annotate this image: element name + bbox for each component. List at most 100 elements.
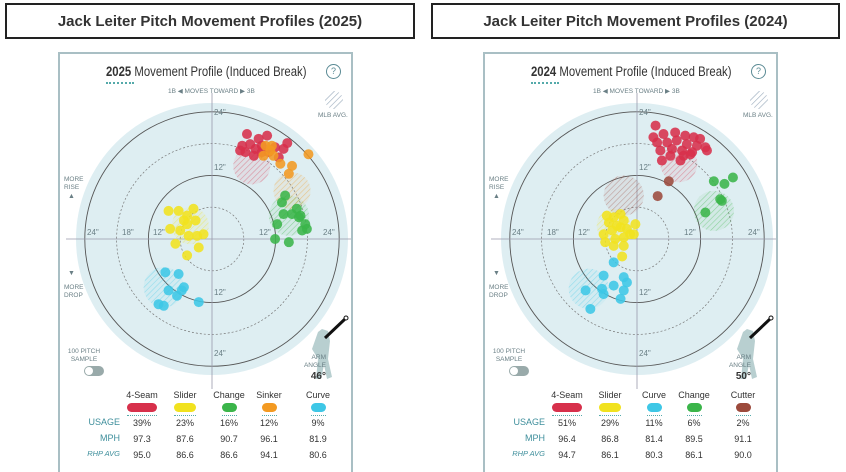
help-icon[interactable]: ? [751, 64, 766, 79]
pitch-point-slider [628, 229, 639, 240]
movement-plot [491, 91, 776, 389]
usage-value: 23% [175, 418, 194, 428]
row-label-usage: USAGE [88, 417, 120, 427]
pitch-point-slider [188, 203, 199, 214]
panel-year: 2025 [106, 64, 132, 79]
sample-toggle[interactable] [84, 366, 104, 376]
pitch-name: Change [213, 390, 245, 400]
mlb-avg-label: MLB AVG. [743, 112, 773, 119]
pitch-point-4-seam [665, 150, 676, 161]
help-icon[interactable]: ? [326, 64, 341, 79]
mph-value: 96.4 [558, 434, 576, 444]
pitch-point-curve [618, 285, 629, 296]
swatch-underline [261, 415, 277, 416]
swatch-underline [735, 415, 751, 416]
sample-label: 100 PITCH SAMPLE [492, 348, 526, 363]
pitch-point-change [716, 195, 727, 206]
arm-angle-value: 46° [310, 371, 326, 382]
mph-value: 81.4 [645, 434, 663, 444]
pitch-point-4-seam [701, 145, 712, 156]
pitch-point-slider [178, 215, 189, 226]
pitcher-figure [312, 315, 349, 379]
pitch-point-curve [598, 289, 609, 300]
pitch-name: Change [678, 390, 710, 400]
pitch-point-slider [603, 217, 614, 228]
pitch-point-change [719, 178, 730, 189]
pitch-point-sinker [287, 160, 298, 171]
pitch-color-swatch [599, 403, 621, 412]
pitch-point-4-seam [262, 130, 273, 141]
pitch-point-change [293, 212, 304, 223]
pitch-point-curve [158, 300, 169, 311]
swatch-underline [310, 415, 326, 416]
row-label-mph: MPH [525, 433, 545, 443]
rhp-avg-value: 86.6 [220, 450, 238, 460]
pitch-point-cutter [652, 191, 663, 202]
pitch-point-slider [170, 238, 181, 249]
arm-angle-value: 50° [735, 371, 751, 382]
rhp-avg-value: 94.7 [558, 450, 576, 460]
panel-title: 2024 Movement Profile (Induced Break) [531, 64, 731, 79]
title-underline [531, 82, 559, 84]
mlb-avg-legend-icon [325, 91, 343, 109]
pitch-point-4-seam [248, 150, 259, 161]
arm-angle-label: ARM ANGLE [303, 354, 326, 369]
pitch-color-swatch [261, 403, 277, 412]
pitch-point-slider [618, 232, 629, 243]
sample-toggle[interactable] [509, 366, 529, 376]
panel-year: 2024 [531, 64, 557, 79]
usage-value: 51% [557, 418, 576, 428]
pitch-point-change [708, 176, 719, 187]
pitch-point-slider [615, 222, 626, 233]
pitch-color-swatch [127, 403, 157, 412]
pitch-point-4-seam [685, 149, 696, 160]
mph-value: 89.5 [685, 434, 703, 444]
pitch-color-swatch [310, 403, 326, 412]
more-drop-label: MORE DROP [489, 284, 509, 299]
pitch-point-slider [173, 205, 184, 216]
ring-label-top: 24" [214, 108, 226, 117]
rhp-avg-value: 86.1 [685, 450, 703, 460]
pitch-point-slider [617, 251, 628, 262]
ring-label-left: 24" [87, 228, 99, 237]
pitch-name: Curve [641, 390, 666, 400]
swatch-underline [221, 415, 237, 416]
pitch-point-change [297, 225, 308, 236]
pitch-point-curve [580, 285, 591, 296]
ring-label-right: 12" [684, 228, 696, 237]
pitch-point-curve [585, 303, 596, 314]
ring-label-left: 18" [122, 228, 134, 237]
swatch-underline [686, 415, 702, 416]
pitch-point-slider [607, 225, 618, 236]
pitch-point-slider [175, 225, 186, 236]
pitch-point-4-seam [655, 145, 666, 156]
pitch-color-swatch [646, 403, 662, 412]
pitch-point-curve [608, 280, 619, 291]
movement-panel-2024: 2024 Movement Profile (Induced Break)? 1B… [483, 52, 778, 472]
usage-value: 12% [259, 418, 278, 428]
usage-value: 2% [736, 418, 750, 428]
ring-label-left: 24" [512, 228, 524, 237]
rhp-avg-value: 94.1 [260, 450, 278, 460]
mph-value: 87.6 [176, 434, 194, 444]
pitcher-figure [737, 315, 774, 379]
pitch-color-swatch [221, 403, 237, 412]
ring-label-bottom: 24" [214, 349, 226, 358]
ring-label-left: 12" [153, 228, 165, 237]
pitch-point-4-seam [241, 129, 252, 140]
sample-label: 100 PITCH SAMPLE [67, 348, 101, 363]
pitch-point-change [727, 172, 738, 183]
pitch-point-slider [182, 250, 193, 261]
usage-value: 29% [600, 418, 619, 428]
pitch-point-curve [160, 267, 171, 278]
pitch-point-curve [608, 257, 619, 268]
pitch-point-slider [608, 240, 619, 251]
rhp-avg-value: 86.1 [601, 450, 619, 460]
pitch-point-change [278, 209, 289, 220]
usage-value: 11% [645, 418, 663, 428]
pitch-point-sinker [258, 150, 269, 161]
pitch-point-change [276, 197, 287, 208]
swatch-underline [552, 415, 582, 416]
mlb-avg-cutter [603, 175, 644, 216]
more-rise-label: MORE RISE [64, 176, 84, 191]
